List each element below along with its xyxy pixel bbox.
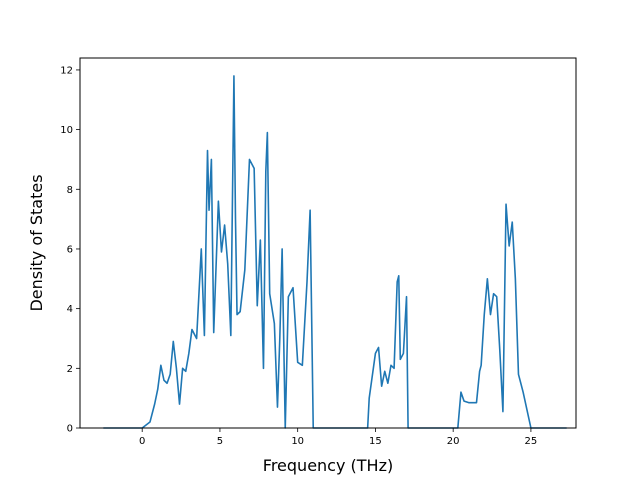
y-tick-label: 8 (67, 185, 73, 196)
plot-area (80, 58, 576, 428)
y-tick-label: 4 (67, 304, 73, 315)
y-tick-label: 2 (67, 364, 73, 375)
x-tick-label: 0 (139, 436, 145, 447)
plot-frame (79, 57, 577, 429)
x-tick-label: 15 (369, 436, 382, 447)
x-axis: 0 5 10 15 20 25 (139, 428, 537, 447)
y-tick-label: 6 (67, 244, 73, 255)
x-tick-label: 10 (291, 436, 304, 447)
y-tick-label: 12 (60, 65, 73, 76)
dos-line (103, 75, 567, 429)
series-layer (103, 75, 567, 429)
x-tick-label: 5 (217, 436, 223, 447)
x-tick-label: 20 (447, 436, 460, 447)
y-axis-title: Density of States (27, 174, 46, 311)
x-axis-title: Frequency (THz) (263, 456, 393, 475)
x-tick-label: 25 (525, 436, 538, 447)
y-axis: 0 2 4 6 8 10 12 (60, 65, 80, 435)
y-tick-label: 10 (60, 125, 73, 136)
y-tick-label: 0 (67, 424, 73, 435)
